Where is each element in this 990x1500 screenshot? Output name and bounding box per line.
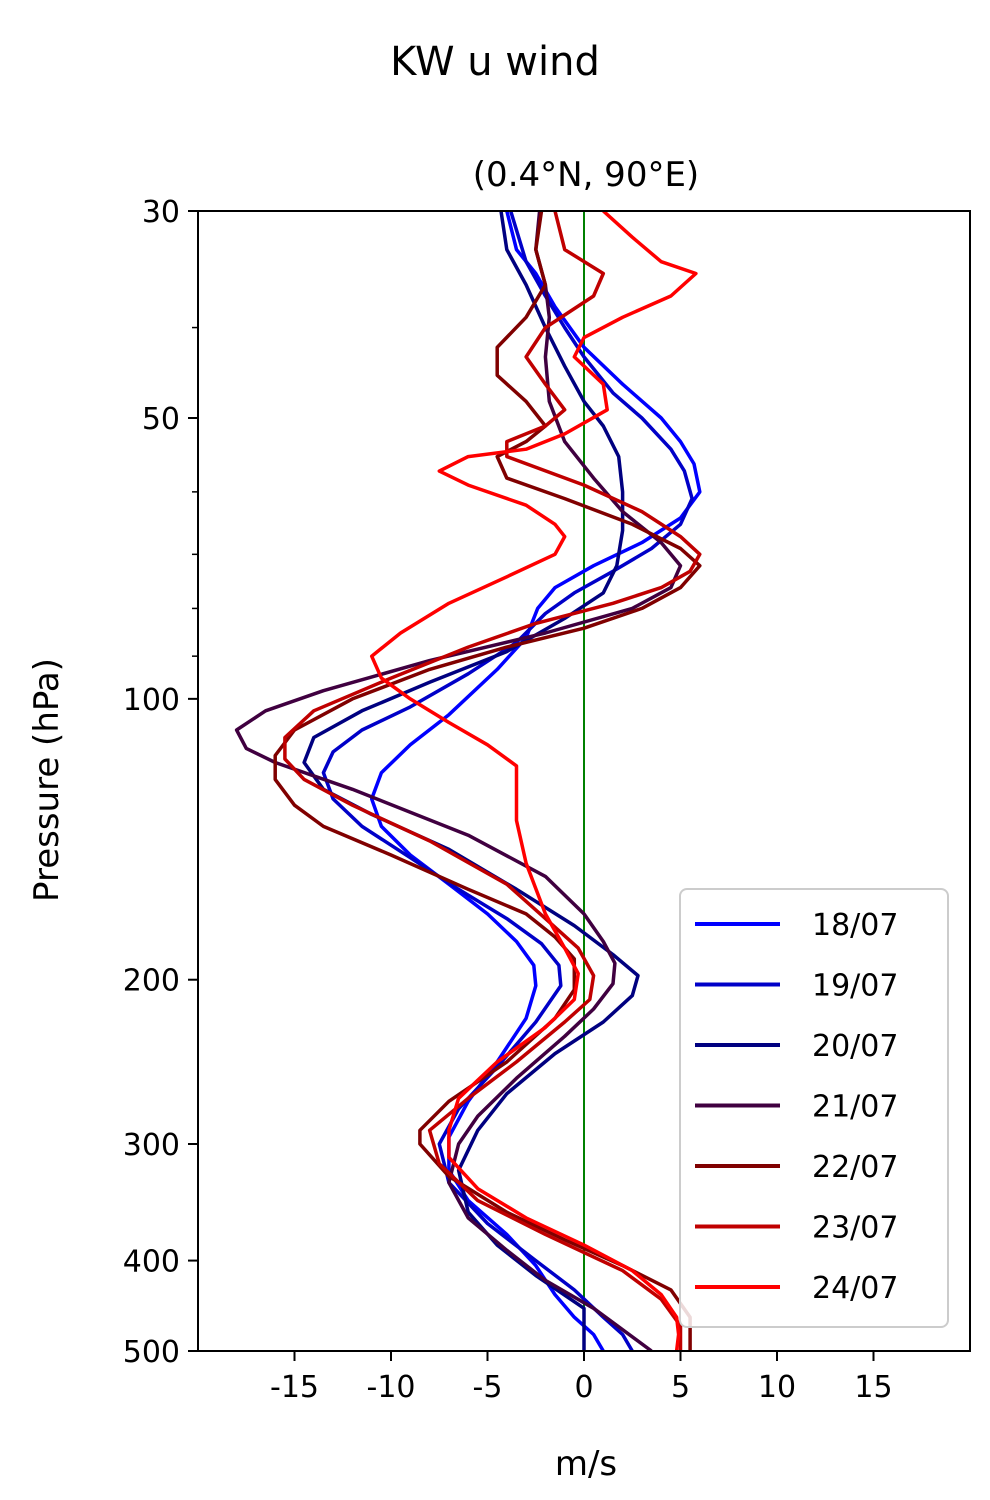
y-tick-label: 100 xyxy=(123,683,180,718)
series-line-6 xyxy=(283,211,702,1351)
legend-label: 18/07 xyxy=(812,908,898,943)
y-axis-label: Pressure (hPa) xyxy=(27,658,67,902)
series-line-4 xyxy=(234,211,683,1351)
legend-label: 22/07 xyxy=(812,1150,898,1185)
x-tick-label: -10 xyxy=(367,1370,416,1405)
series-lines xyxy=(234,211,702,1351)
y-tick-label: 400 xyxy=(123,1245,180,1280)
x-ticks: -15 -10 -5 0 5 10 15 xyxy=(270,1351,893,1405)
x-tick-label: 15 xyxy=(854,1370,892,1405)
legend-box xyxy=(679,888,949,1328)
x-tick-label: 0 xyxy=(574,1370,593,1405)
y-ticks: 30 50 100 200 300 400 500 xyxy=(123,195,198,1370)
x-tick-label: 10 xyxy=(758,1370,796,1405)
x-tick-label: 5 xyxy=(671,1370,690,1405)
series-line-1 xyxy=(369,211,702,1351)
chart-title: KW u wind xyxy=(390,39,600,85)
y-tick-label: 50 xyxy=(142,402,180,437)
x-tick-label: -5 xyxy=(473,1370,503,1405)
series-line-5 xyxy=(273,211,702,1351)
y-tick-label: 30 xyxy=(142,195,180,230)
legend-items: 18/07 19/07 20/07 21/07 22/07 23/07 24/07 xyxy=(695,908,898,1306)
chart-subtitle: (0.4°N, 90°E) xyxy=(473,155,699,195)
plot-frame xyxy=(197,210,971,1352)
x-tick-label: -15 xyxy=(270,1370,319,1405)
y-tick-label: 500 xyxy=(123,1335,180,1370)
legend-label: 21/07 xyxy=(812,1090,898,1125)
legend-label: 23/07 xyxy=(812,1211,898,1246)
series-line-7 xyxy=(369,211,698,1351)
y-tick-label: 200 xyxy=(123,964,180,999)
legend-label: 19/07 xyxy=(812,969,898,1004)
x-axis-label: m/s xyxy=(555,1444,617,1484)
legend-label: 24/07 xyxy=(812,1271,898,1306)
y-tick-label: 300 xyxy=(123,1128,180,1163)
series-line-2 xyxy=(321,211,694,1351)
legend: 18/07 19/07 20/07 21/07 22/07 23/07 24/07 xyxy=(679,888,949,1328)
legend-label: 20/07 xyxy=(812,1029,898,1064)
